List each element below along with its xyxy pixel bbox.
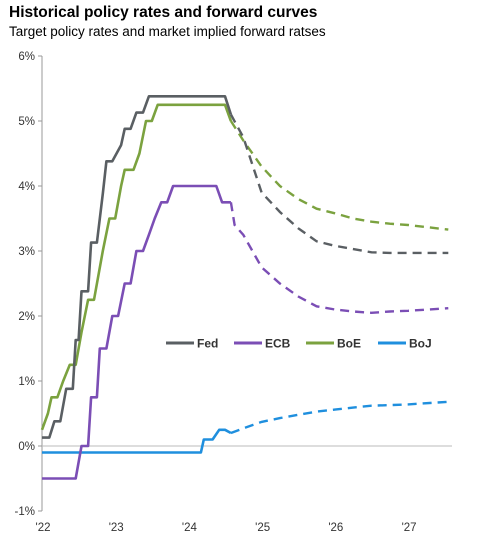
- series-line-fed-historical: [42, 95, 233, 439]
- series-line-fed-forward: [229, 113, 449, 255]
- series-lines: [40, 95, 449, 480]
- series-line-ecb-historical: [42, 184, 231, 480]
- series-line-boj-forward: [230, 400, 449, 435]
- series-line-boe-historical: [40, 103, 233, 431]
- y-tick-label: 3%: [18, 246, 35, 258]
- axes: -1% 0% 1% 2% 3% 4% 5% 6% '22 '23 '24 '25 '26 '27: [15, 51, 452, 534]
- x-tick-label: '27: [402, 522, 417, 534]
- legend-label-boe: BoE: [337, 337, 361, 351]
- y-tick-label: 2%: [18, 311, 35, 323]
- chart-subtitle: Target policy rates and market implied f…: [9, 24, 326, 39]
- x-tick-label: '22: [36, 522, 51, 534]
- y-tick-label: 5%: [18, 116, 35, 128]
- legend-label-fed: Fed: [197, 337, 218, 351]
- x-tick-label: '23: [109, 522, 124, 534]
- chart-title: Historical policy rates and forward curv…: [9, 4, 318, 21]
- y-tick-label: 1%: [18, 376, 35, 388]
- y-tick-label: 6%: [18, 51, 35, 63]
- series-line-ecb-forward: [229, 202, 449, 315]
- y-tick-label: 4%: [18, 181, 35, 193]
- y-tick-label: 0%: [18, 441, 35, 453]
- series-line-boe-forward: [229, 120, 449, 231]
- y-tick-label: -1%: [15, 506, 35, 518]
- x-tick-label: '24: [182, 522, 198, 534]
- legend-label-ecb: ECB: [265, 337, 291, 351]
- legend-label-boj: BoJ: [409, 337, 432, 351]
- x-tick-label: '26: [328, 522, 343, 534]
- series-line-boj-historical: [42, 428, 232, 454]
- x-tick-label: '25: [255, 522, 270, 534]
- legend: Fed ECB BoE BoJ: [166, 337, 432, 351]
